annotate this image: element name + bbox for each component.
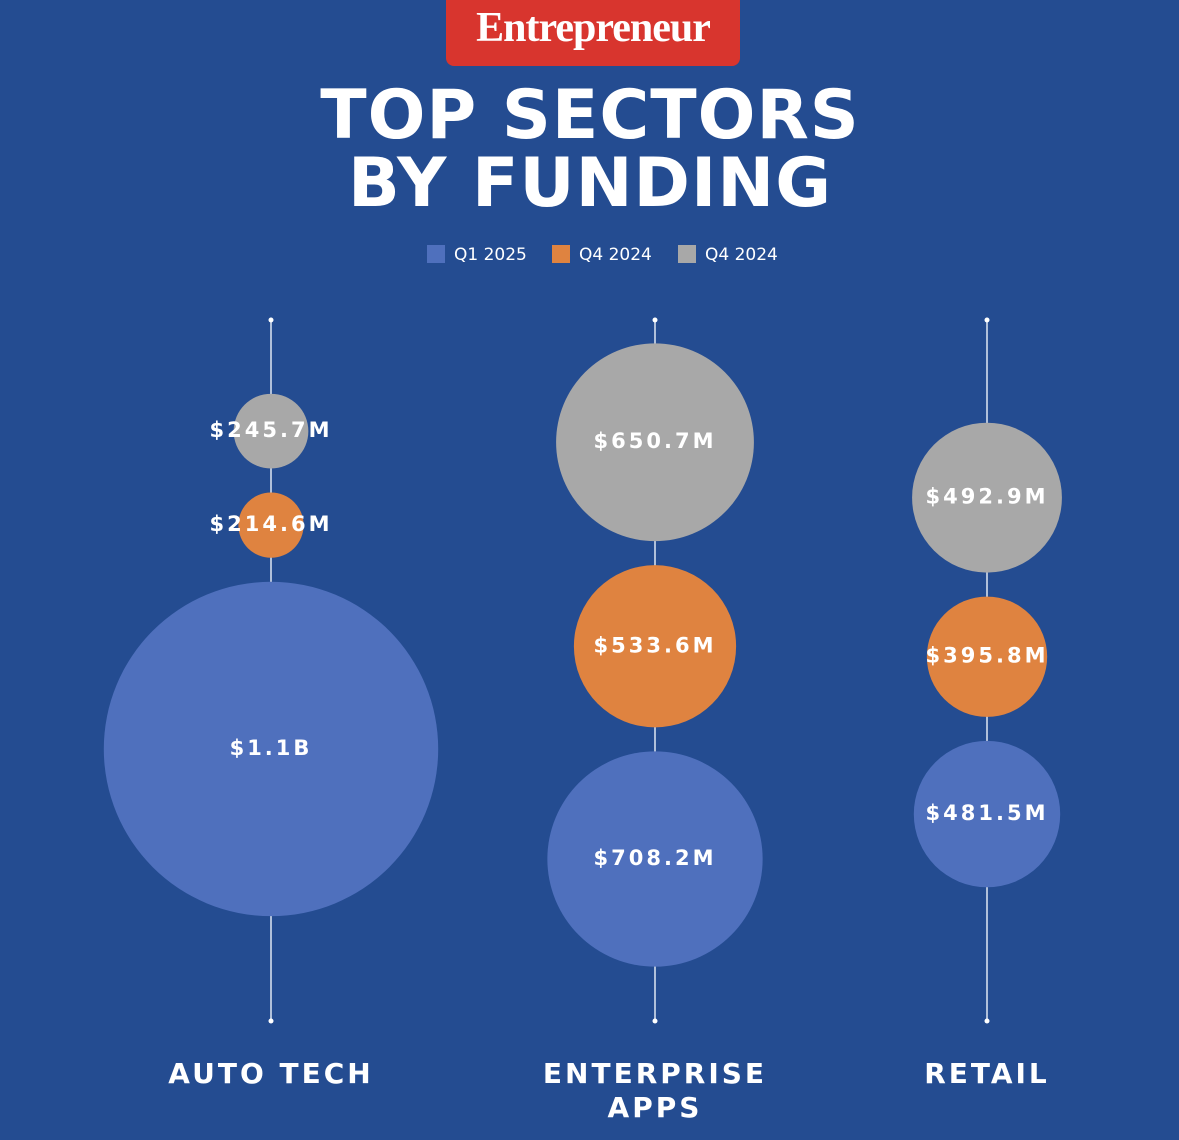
stem-dot <box>652 1018 658 1024</box>
bubble <box>573 565 737 728</box>
legend-swatch <box>552 245 570 263</box>
value-label: $708.2M <box>594 846 717 870</box>
value-label: $1.1B <box>230 736 313 760</box>
bubble <box>233 393 309 469</box>
legend-swatch <box>678 245 696 263</box>
bubble <box>547 751 763 967</box>
category-label: AUTO TECH <box>168 1057 374 1090</box>
value-label: $492.9M <box>926 485 1049 509</box>
legend-label: Q1 2025 <box>454 245 527 265</box>
bubble <box>912 422 1062 573</box>
bubble <box>913 740 1061 888</box>
legend-swatch <box>427 245 445 263</box>
bubble <box>926 596 1048 717</box>
value-label: $214.6M <box>210 512 333 536</box>
stem-dot <box>984 1018 990 1024</box>
category-label: ENTERPRISE APPS <box>542 1057 768 1124</box>
bubble <box>238 492 304 558</box>
value-label: $245.7M <box>210 418 333 442</box>
legend-label: Q4 2024 <box>705 245 778 265</box>
stem-dot <box>652 317 658 323</box>
brand-logo: Entrepreneur <box>446 0 740 66</box>
value-label: $395.8M <box>926 644 1049 668</box>
chart-title: TOP SECTORS BY FUNDING <box>320 76 860 223</box>
stem-dot <box>984 317 990 323</box>
bubble <box>556 343 754 542</box>
value-label: $481.5M <box>926 801 1049 825</box>
value-label: $650.7M <box>594 429 717 453</box>
stem-dot <box>268 317 274 323</box>
legend-label: Q4 2024 <box>579 245 652 265</box>
bubble <box>103 581 439 917</box>
value-label: $533.6M <box>594 633 717 657</box>
category-label: RETAIL <box>924 1057 1050 1090</box>
stem-dot <box>268 1018 274 1024</box>
